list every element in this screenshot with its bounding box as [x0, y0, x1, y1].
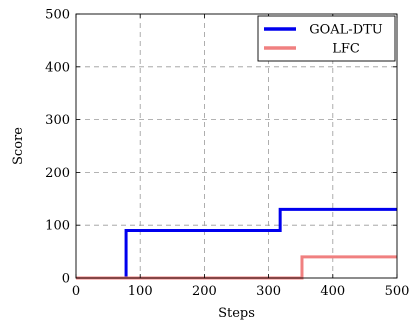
x-tick-label: 200: [192, 284, 217, 299]
y-tick-label: 100: [45, 219, 70, 234]
x-tick-label: 0: [72, 284, 80, 299]
ticks: 0 100 200 300 400 500 0 100 200 300 400 500: [45, 8, 409, 300]
x-tick-label: 300: [256, 284, 281, 299]
grid: [76, 14, 397, 278]
y-tick-label: 0: [62, 272, 70, 287]
series-line-lfc: [76, 255, 397, 280]
y-tick-label: 500: [45, 8, 70, 23]
legend-label: LFC: [332, 42, 360, 57]
x-tick-label: 100: [128, 284, 153, 299]
series-line-goal-dtu: [76, 207, 397, 280]
x-tick-label: 400: [320, 284, 345, 299]
legend: GOAL-DTU LFC: [257, 15, 396, 62]
y-axis-label: Score: [11, 127, 26, 165]
plot-frame: [75, 13, 398, 279]
x-axis-label: Steps: [218, 306, 255, 321]
x-tick-label: 500: [385, 284, 410, 299]
legend-box: [257, 15, 396, 62]
series-group: [76, 207, 397, 280]
y-tick-label: 300: [45, 113, 70, 128]
y-tick-label: 200: [45, 166, 70, 181]
y-tick-label: 400: [45, 60, 70, 75]
legend-label: GOAL-DTU: [309, 23, 383, 38]
